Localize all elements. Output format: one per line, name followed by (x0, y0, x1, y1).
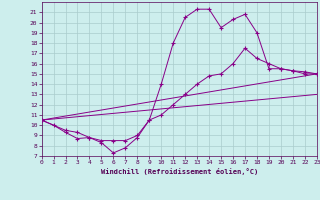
X-axis label: Windchill (Refroidissement éolien,°C): Windchill (Refroidissement éolien,°C) (100, 168, 258, 175)
